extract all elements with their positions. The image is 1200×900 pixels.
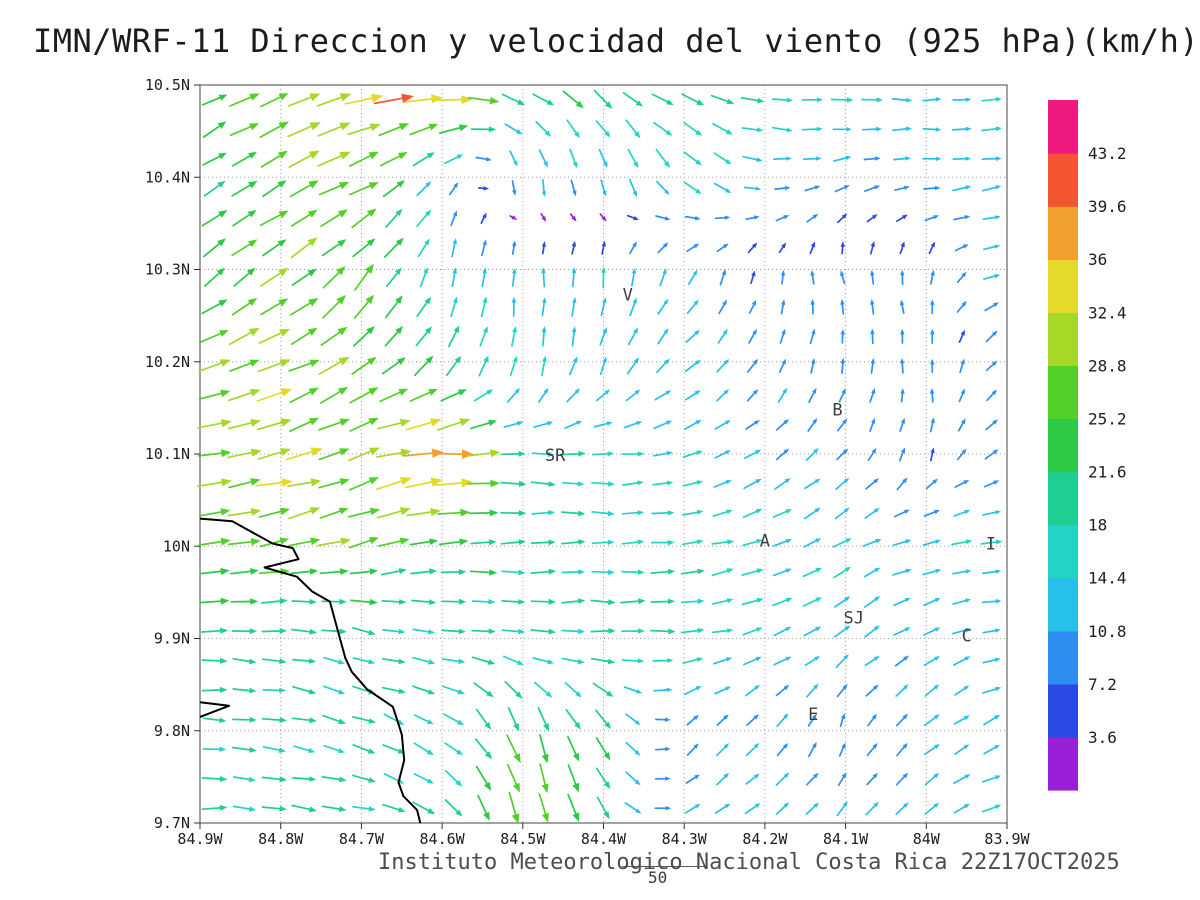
colorbar-tick-label: 39.6	[1088, 197, 1127, 216]
station-label: C	[962, 627, 972, 647]
coastline	[199, 517, 422, 824]
colorbar-tick-label: 14.4	[1088, 569, 1127, 588]
lon-tick-label: 84.9W	[177, 830, 223, 848]
lon-tick-label: 84.2W	[742, 830, 788, 848]
overlap-line	[622, 866, 704, 867]
station-label: A	[760, 532, 770, 552]
colorbar-tick-label: 10.8	[1088, 622, 1127, 641]
lon-tick-label: 84.6W	[420, 830, 466, 848]
station-labels: V B SR A I SJ C E	[545, 285, 996, 725]
lat-tick-label: 10.2N	[145, 353, 190, 371]
wind-vectors	[197, 89, 1003, 824]
colorbar-tick-label: 7.2	[1088, 675, 1117, 694]
lat-tick-label: 10N	[163, 537, 190, 555]
colorbar-tick-label: 28.8	[1088, 356, 1127, 375]
lat-tick-label: 10.4N	[145, 168, 190, 186]
lat-tick-label: 10.5N	[145, 76, 190, 94]
colorbar-segment	[1048, 259, 1078, 313]
station-label: SJ	[843, 608, 863, 628]
forecast-hour-label: 50	[648, 868, 668, 887]
colorbar-tick-label: 3.6	[1088, 728, 1117, 747]
colorbar-segment	[1048, 365, 1078, 420]
colorbar-segment	[1048, 630, 1078, 685]
colorbar-labels: 3.6 7.2 10.8 14.4 18 21.6 25.2 28.8 32.4 36 39.6 43…	[1088, 144, 1127, 747]
colorbar-tick-label: 18	[1088, 516, 1107, 535]
lon-tick-label: 84W	[913, 830, 941, 848]
lon-tick-label: 84.1W	[823, 830, 869, 848]
colorbar-segment	[1048, 153, 1078, 207]
credit-line: Instituto Meteorologico Nacional Costa R…	[378, 850, 1120, 875]
lon-tick-label: 84.3W	[662, 830, 708, 848]
colorbar	[1048, 100, 1078, 791]
station-label: E	[808, 705, 818, 725]
lon-tick-label: 84.8W	[258, 830, 304, 848]
lon-tick-label: 83.9W	[984, 830, 1030, 848]
colorbar-tick-label: 25.2	[1088, 410, 1127, 429]
colorbar-segment	[1048, 418, 1078, 473]
colorbar-segment	[1048, 312, 1078, 366]
colorbar-segment	[1048, 471, 1078, 526]
colorbar-segment	[1048, 100, 1078, 154]
lat-tick-label: 10.1N	[145, 445, 190, 463]
colorbar-segment	[1048, 736, 1078, 791]
station-label: SR	[545, 446, 566, 466]
colorbar-tick-label: 21.6	[1088, 463, 1127, 482]
colorbar-segment	[1048, 206, 1078, 260]
station-label: V	[623, 285, 633, 305]
lat-tick-label: 9.7N	[154, 814, 190, 832]
colorbar-segment	[1048, 577, 1078, 632]
colorbar-tick-label: 32.4	[1088, 303, 1127, 322]
chart-title: IMN/WRF-11 Direccion y velocidad del vie…	[33, 22, 1200, 60]
colorbar-segment	[1048, 524, 1078, 579]
station-label: I	[986, 535, 996, 555]
lon-tick-label: 84.4W	[581, 830, 627, 848]
station-label: B	[832, 401, 842, 421]
lon-tick-label: 84.7W	[339, 830, 385, 848]
colorbar-tick-label: 43.2	[1088, 144, 1127, 163]
lat-tick-label: 10.3N	[145, 261, 190, 279]
colorbar-tick-label: 36	[1088, 250, 1107, 269]
lat-tick-label: 9.8N	[154, 722, 190, 740]
axis-labels: 84.9W 84.8W 84.7W 84.6W 84.5W 84.4W 84.3W 84.2W…	[145, 76, 1031, 848]
lon-tick-label: 84.5W	[500, 830, 546, 848]
colorbar-segment	[1048, 683, 1078, 738]
lat-tick-label: 9.9N	[154, 630, 190, 648]
